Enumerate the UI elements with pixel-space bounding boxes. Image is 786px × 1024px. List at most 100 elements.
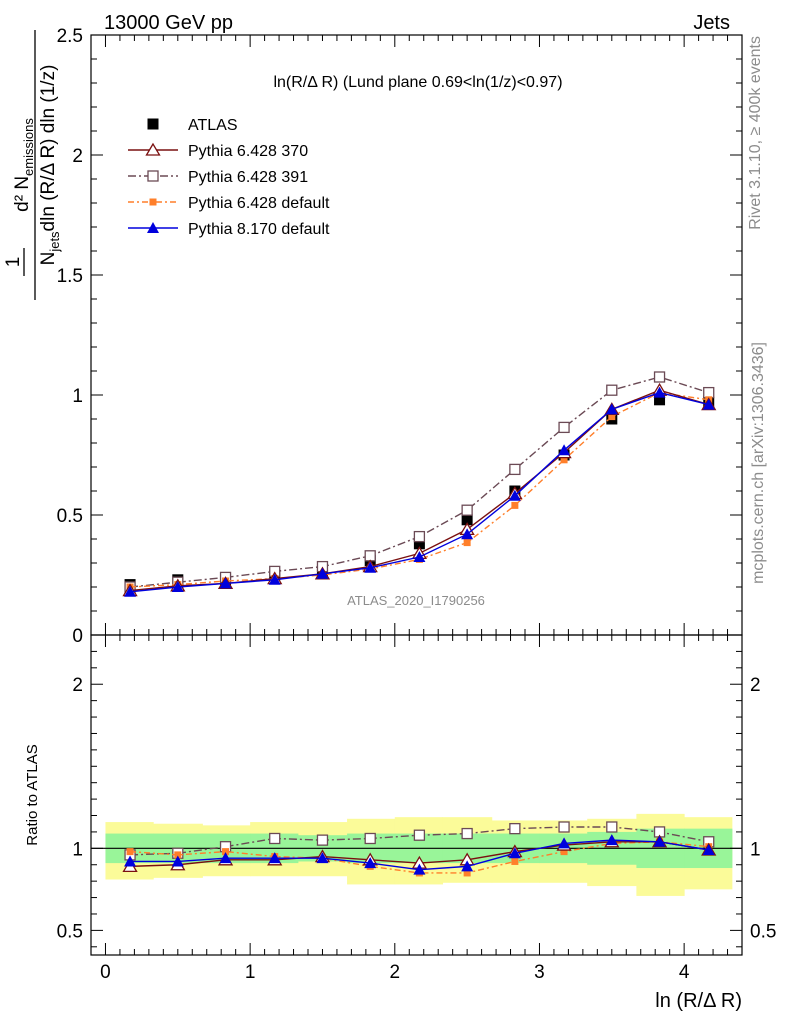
ratio-y-tick-label-right: 1 bbox=[750, 839, 761, 860]
ratio-point bbox=[558, 837, 571, 849]
x-tick-label: 0 bbox=[100, 962, 111, 983]
ratio-point bbox=[171, 855, 184, 867]
ratio-point bbox=[463, 869, 471, 877]
data-point bbox=[171, 581, 184, 592]
data-point bbox=[461, 528, 474, 540]
legend-marker bbox=[147, 222, 159, 233]
data-point bbox=[461, 514, 473, 526]
ratio-point bbox=[606, 821, 618, 833]
ratio-point bbox=[461, 827, 473, 840]
legend-label: Pythia 6.428 391 bbox=[188, 169, 308, 186]
main-axis-ticks: 0 0.5 1 1.5 2 2.5 bbox=[57, 26, 743, 647]
ratio-point bbox=[413, 829, 426, 841]
analysis-watermark: ATLAS_2020_I1790256 bbox=[347, 593, 485, 608]
ratio-plot-frame bbox=[90, 634, 743, 956]
data-point bbox=[413, 538, 425, 550]
x-tick-label: 3 bbox=[534, 962, 545, 983]
data-point bbox=[219, 577, 232, 589]
ratio-point bbox=[508, 847, 521, 859]
data-point bbox=[653, 371, 666, 383]
main-y-tick-label: 0.5 bbox=[57, 506, 83, 527]
legend-label: ATLAS bbox=[188, 117, 238, 134]
data-point bbox=[560, 456, 568, 464]
legend-marker bbox=[147, 170, 159, 182]
ratio-point bbox=[702, 843, 715, 855]
legend-marker bbox=[145, 142, 161, 156]
data-point bbox=[654, 394, 666, 406]
data-point bbox=[364, 561, 377, 573]
ratio-point bbox=[653, 835, 666, 847]
data-point bbox=[606, 384, 618, 396]
data-point bbox=[124, 585, 137, 597]
data-point bbox=[413, 551, 426, 562]
ratio-point bbox=[174, 851, 182, 859]
data-point bbox=[558, 444, 571, 456]
legend-label: Pythia 6.428 370 bbox=[188, 143, 308, 160]
x-tick-label: 4 bbox=[679, 962, 690, 983]
ratio-y-tick-label-right: 0.5 bbox=[750, 921, 776, 942]
ratio-point bbox=[558, 821, 570, 833]
y-label-prefactor: 1 bbox=[3, 248, 25, 276]
header-left: 13000 GeV pp bbox=[104, 12, 233, 34]
ratio-series-pythia-6-428-391 bbox=[124, 821, 715, 861]
ratio-point bbox=[316, 852, 329, 864]
ratio-y-tick-label: 2 bbox=[72, 675, 83, 696]
ratio-point bbox=[511, 857, 519, 865]
x-tick-label: 1 bbox=[245, 962, 256, 983]
ratio-uncertainty-bands bbox=[105, 813, 733, 896]
ratio-point bbox=[509, 822, 521, 835]
header-right: Jets bbox=[693, 12, 730, 34]
ratio-point bbox=[364, 857, 377, 869]
ratio-point bbox=[316, 834, 329, 846]
ratio-point bbox=[560, 848, 568, 856]
main-y-tick-label: 2 bbox=[72, 146, 83, 167]
main-series-layer bbox=[122, 371, 717, 597]
ratio-point bbox=[126, 848, 134, 856]
mcplots-label: mcplots.cern.ch [arXiv:1306.3436] bbox=[750, 342, 767, 584]
ratio-point bbox=[605, 834, 618, 846]
ratio-point bbox=[364, 832, 376, 845]
ratio-y-tick-label-right: 2 bbox=[750, 675, 761, 696]
data-point bbox=[316, 567, 329, 579]
data-point bbox=[509, 463, 521, 476]
y-label-numerator: d² Nemissions bbox=[12, 118, 36, 212]
legend-entry: Pythia 6.428 391 bbox=[128, 169, 308, 186]
ratio-series-layer bbox=[122, 821, 717, 877]
main-y-tick-label: 1.5 bbox=[57, 266, 83, 287]
data-point bbox=[703, 386, 715, 399]
data-point bbox=[508, 489, 521, 501]
ratio-y-tick-label: 1 bbox=[72, 839, 83, 860]
legend-marker bbox=[147, 118, 159, 130]
y-label-denominator: Njetsdln (R/Δ R) dln (1/z) bbox=[38, 65, 62, 266]
data-point bbox=[268, 573, 281, 585]
x-axis-label: ln (R/Δ R) bbox=[655, 990, 742, 1012]
main-series-pythia-6-428-391 bbox=[124, 371, 715, 593]
main-y-tick-label: 0 bbox=[72, 626, 83, 647]
main-plot: 0 0.5 1 1.5 2 2.5 ln(R/Δ R) (Lund plane 0.69<… bbox=[3, 26, 743, 647]
data-point bbox=[463, 539, 471, 547]
main-y-tick-label: 1 bbox=[72, 386, 83, 407]
main-series-pythia-8-170-default bbox=[124, 386, 715, 597]
data-point bbox=[608, 413, 616, 421]
svg-text:1: 1 bbox=[3, 257, 24, 268]
legend-entry: Pythia 8.170 default bbox=[128, 221, 330, 238]
ratio-y-tick-label: 0.5 bbox=[57, 921, 83, 942]
ratio-axis-ticks: 0.5 0.5 1 1 2 2 0 1 2 3 4 bbox=[57, 635, 776, 983]
legend-entry: Pythia 6.428 370 bbox=[128, 142, 308, 160]
data-point bbox=[605, 403, 618, 415]
data-point bbox=[413, 530, 426, 543]
legend-marker bbox=[149, 198, 157, 206]
ratio-point bbox=[219, 852, 232, 864]
ratio-series-pythia-8-170-default bbox=[124, 834, 715, 875]
x-tick-label: 2 bbox=[390, 962, 401, 983]
ratio-point bbox=[124, 855, 137, 867]
ratio-point bbox=[222, 848, 230, 856]
data-point bbox=[653, 386, 666, 398]
data-point bbox=[461, 504, 473, 516]
ratio-point bbox=[269, 832, 281, 845]
ratio-point bbox=[461, 860, 474, 872]
ratio-plot: 0.5 0.5 1 1 2 2 0 1 2 3 4 Ratio to ATLAS ln (R/Δ R… bbox=[24, 634, 776, 1012]
rivet-label: Rivet 3.1.10, ≥ 400k events bbox=[747, 36, 764, 230]
data-point bbox=[511, 501, 519, 509]
